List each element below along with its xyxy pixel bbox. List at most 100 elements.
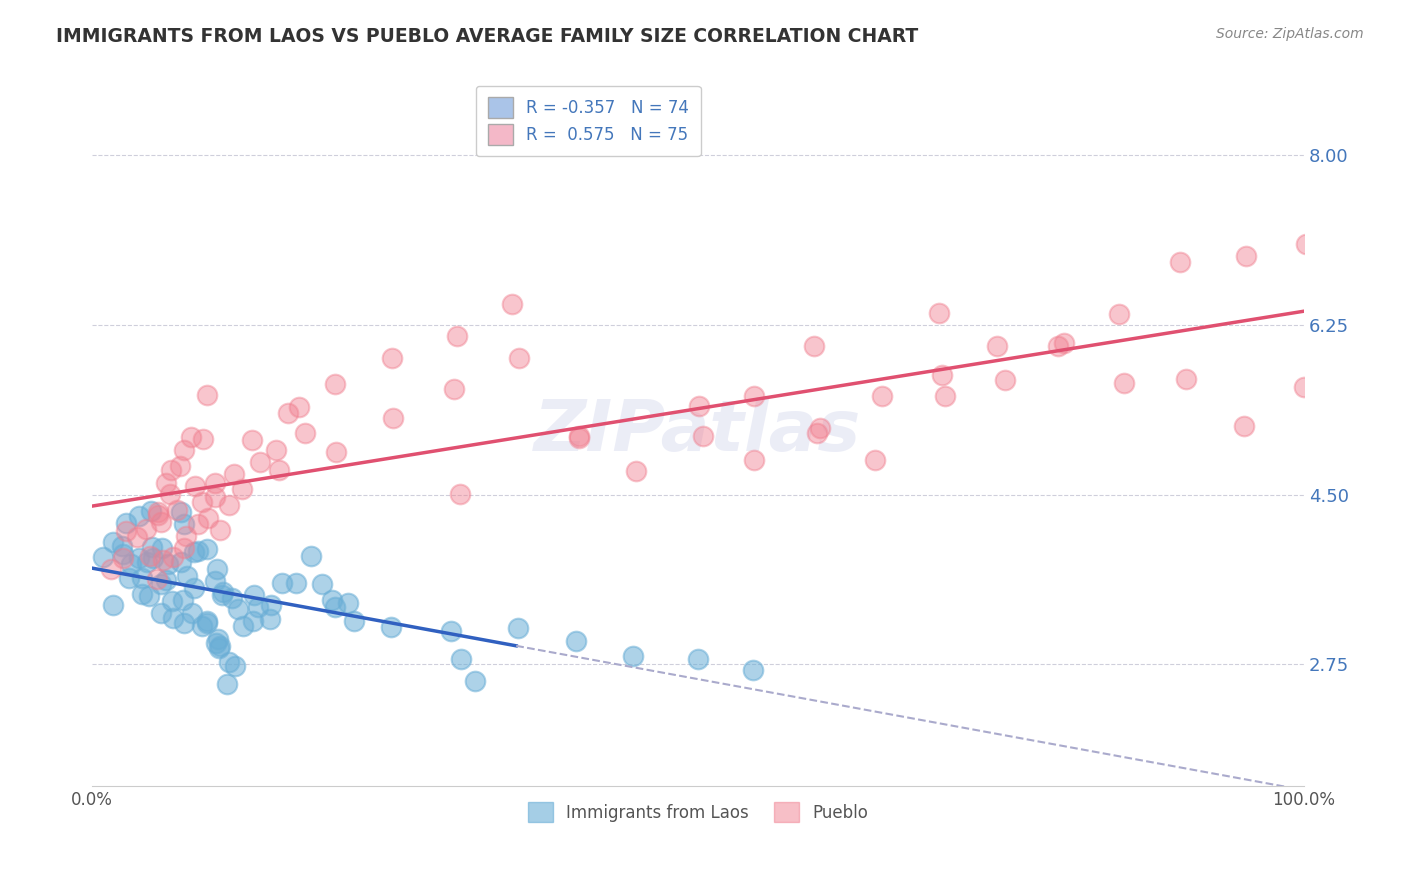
Point bbox=[91, 549, 114, 564]
Point bbox=[242, 614, 264, 628]
Point bbox=[294, 426, 316, 441]
Point bbox=[191, 494, 214, 508]
Point bbox=[160, 463, 183, 477]
Point bbox=[128, 550, 150, 565]
Point bbox=[1053, 336, 1076, 351]
Point bbox=[150, 541, 173, 556]
Point bbox=[692, 429, 714, 443]
Point bbox=[242, 588, 264, 602]
Point bbox=[180, 430, 202, 444]
Point bbox=[131, 587, 153, 601]
Point bbox=[183, 581, 205, 595]
Point bbox=[508, 351, 530, 365]
Point bbox=[994, 373, 1017, 387]
Point bbox=[1175, 372, 1198, 386]
Point bbox=[224, 658, 246, 673]
Point bbox=[191, 619, 214, 633]
Point bbox=[803, 338, 825, 352]
Point bbox=[271, 575, 294, 590]
Text: IMMIGRANTS FROM LAOS VS PUEBLO AVERAGE FAMILY SIZE CORRELATION CHART: IMMIGRANTS FROM LAOS VS PUEBLO AVERAGE F… bbox=[56, 27, 918, 45]
Point bbox=[142, 551, 165, 566]
Point bbox=[187, 516, 209, 531]
Point bbox=[146, 508, 169, 523]
Point bbox=[568, 431, 591, 445]
Point bbox=[336, 596, 359, 610]
Point bbox=[212, 585, 235, 599]
Point bbox=[204, 490, 226, 504]
Point bbox=[101, 534, 124, 549]
Point bbox=[115, 524, 138, 539]
Point bbox=[173, 442, 195, 457]
Point bbox=[193, 432, 215, 446]
Point bbox=[146, 505, 169, 519]
Point bbox=[806, 426, 828, 441]
Point bbox=[162, 549, 184, 564]
Point bbox=[221, 591, 243, 606]
Point bbox=[1233, 419, 1256, 434]
Point bbox=[205, 562, 228, 576]
Point bbox=[138, 589, 160, 603]
Point bbox=[197, 511, 219, 525]
Point bbox=[205, 636, 228, 650]
Point bbox=[741, 663, 763, 677]
Point bbox=[247, 600, 270, 615]
Point bbox=[325, 445, 347, 459]
Point bbox=[299, 549, 322, 564]
Point bbox=[207, 632, 229, 647]
Point bbox=[218, 655, 240, 669]
Point bbox=[141, 504, 163, 518]
Point bbox=[934, 389, 956, 403]
Point bbox=[208, 639, 231, 653]
Point bbox=[218, 498, 240, 512]
Point bbox=[120, 558, 142, 572]
Point bbox=[259, 612, 281, 626]
Point bbox=[101, 599, 124, 613]
Point bbox=[686, 651, 709, 665]
Point bbox=[242, 433, 264, 447]
Point bbox=[204, 475, 226, 490]
Point bbox=[287, 400, 309, 414]
Point bbox=[195, 616, 218, 631]
Point bbox=[136, 555, 159, 569]
Point bbox=[1234, 249, 1257, 263]
Point bbox=[184, 479, 207, 493]
Point bbox=[808, 421, 831, 435]
Point bbox=[181, 606, 204, 620]
Point bbox=[508, 621, 530, 635]
Point bbox=[159, 487, 181, 501]
Point bbox=[135, 523, 157, 537]
Point bbox=[195, 388, 218, 402]
Point bbox=[1294, 379, 1316, 393]
Point bbox=[150, 576, 173, 591]
Point bbox=[176, 569, 198, 583]
Point bbox=[208, 523, 231, 537]
Point bbox=[450, 652, 472, 666]
Point bbox=[321, 592, 343, 607]
Point bbox=[149, 606, 172, 620]
Point bbox=[568, 429, 591, 443]
Point bbox=[249, 455, 271, 469]
Point bbox=[169, 505, 191, 519]
Point bbox=[928, 306, 950, 320]
Point bbox=[1295, 236, 1317, 251]
Point bbox=[195, 614, 218, 628]
Point bbox=[173, 541, 195, 555]
Point bbox=[863, 453, 886, 467]
Point bbox=[128, 509, 150, 524]
Point bbox=[160, 593, 183, 607]
Point bbox=[742, 389, 765, 403]
Point bbox=[204, 574, 226, 588]
Point bbox=[1047, 339, 1070, 353]
Point bbox=[155, 573, 177, 587]
Point bbox=[446, 328, 468, 343]
Point bbox=[621, 648, 644, 663]
Point bbox=[111, 539, 134, 553]
Point bbox=[311, 577, 333, 591]
Legend: Immigrants from Laos, Pueblo: Immigrants from Laos, Pueblo bbox=[516, 790, 880, 834]
Point bbox=[1112, 376, 1135, 391]
Point bbox=[100, 562, 122, 576]
Point bbox=[931, 368, 953, 382]
Point bbox=[166, 503, 188, 517]
Point bbox=[118, 571, 141, 585]
Text: Source: ZipAtlas.com: Source: ZipAtlas.com bbox=[1216, 27, 1364, 41]
